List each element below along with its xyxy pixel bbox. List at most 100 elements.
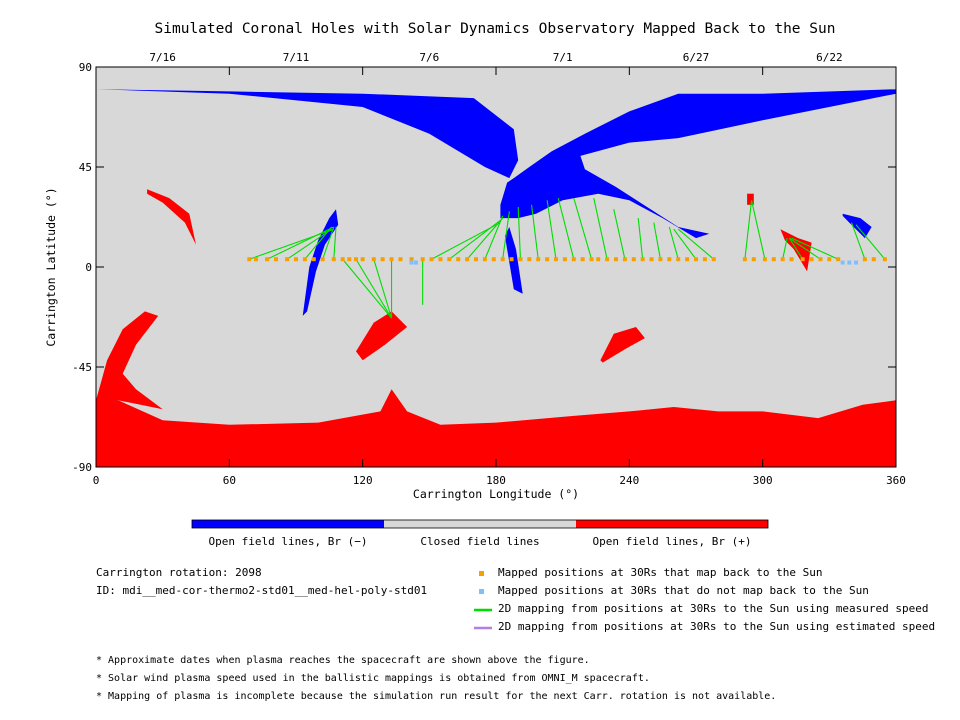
legend-item-label: 2D mapping from positions at 30Rs to the…: [498, 620, 936, 633]
measured-mapping-line: [266, 226, 335, 260]
measured-mapping-line: [637, 218, 644, 260]
mapped-point: [447, 257, 452, 262]
mapped-point: [398, 257, 403, 262]
measured-mapping-line: [613, 209, 626, 260]
x-tick-label: 300: [753, 474, 773, 487]
y-tick-label: 90: [79, 61, 92, 74]
footnote: * Solar wind plasma speed used in the ba…: [96, 673, 650, 684]
x-tick-label: 120: [353, 474, 373, 487]
mapped-point: [265, 257, 270, 262]
negative-coronal-hole-1: [302, 209, 339, 316]
measured-mapping-line: [673, 228, 697, 260]
mapped-point: [789, 257, 794, 262]
y-tick-label: 0: [85, 261, 92, 274]
mapped-point: [711, 257, 716, 262]
mapped-point: [871, 257, 876, 262]
unmapped-point: [840, 260, 845, 265]
unmapped-point: [847, 260, 852, 265]
mapped-point: [429, 257, 434, 262]
date-label: 6/27: [683, 51, 710, 64]
mapped-point: [827, 257, 832, 262]
legend-item-label: 2D mapping from positions at 30Rs to the…: [498, 602, 929, 615]
positive-coronal-hole-2: [356, 311, 408, 361]
mapped-point: [800, 257, 805, 262]
mapped-point: [836, 257, 841, 262]
mapped-point: [438, 257, 443, 262]
mapped-point: [771, 257, 776, 262]
x-tick-label: 60: [223, 474, 236, 487]
measured-mapping-line: [333, 226, 337, 260]
mapped-point: [694, 257, 698, 262]
mapped-point: [762, 257, 767, 262]
mapped-point: [596, 257, 601, 262]
footnote: * Approximate dates when plasma reaches …: [96, 655, 590, 666]
legend-marker-square: [479, 571, 484, 576]
footnote: * Mapping of plasma is incomplete becaus…: [96, 691, 777, 702]
date-label: 7/6: [419, 51, 439, 64]
measured-mapping-line: [744, 200, 753, 260]
measured-mapping-line: [573, 197, 593, 260]
mapped-point: [631, 257, 636, 262]
x-tick-label: 0: [93, 474, 100, 487]
measured-mapping-line: [517, 206, 521, 260]
legend-item-label: Mapped positions at 30Rs that do not map…: [498, 584, 869, 597]
mapped-point: [589, 257, 594, 262]
mapped-point: [571, 257, 576, 262]
mapped-point: [640, 257, 645, 262]
mapped-point: [685, 257, 690, 262]
colorbar-label: Open field lines, Br (−): [209, 535, 368, 548]
unmapped-point: [409, 260, 414, 265]
y-tick-label: 45: [79, 161, 92, 174]
mapped-point: [614, 257, 618, 262]
mapped-point: [482, 257, 487, 262]
mapped-point: [320, 257, 325, 262]
mapped-point: [311, 257, 316, 262]
mapped-point: [274, 257, 278, 262]
measured-mapping-line: [484, 215, 504, 260]
date-label: 7/11: [283, 51, 310, 64]
mapped-point: [818, 257, 823, 262]
mapped-point: [500, 257, 505, 262]
measured-mapping-line: [557, 197, 575, 260]
mapped-point: [562, 257, 567, 262]
mapped-point: [409, 257, 414, 262]
mapped-point: [465, 257, 470, 262]
x-tick-label: 360: [886, 474, 906, 487]
measured-mapping-line: [855, 224, 886, 260]
measured-mapping-line: [286, 228, 332, 260]
id-info: ID: mdi__med-cor-thermo2-std01__med-hel-…: [96, 584, 428, 597]
colorbar-label: Closed field lines: [420, 535, 539, 548]
date-label: 7/1: [553, 51, 573, 64]
measured-mapping-line: [788, 237, 804, 260]
mapped-point: [702, 257, 707, 262]
mapped-point: [605, 257, 610, 262]
north-polar-coronal-hole: [96, 67, 896, 239]
mapped-point: [536, 257, 541, 262]
measured-mapping-line: [677, 228, 715, 260]
colorbar-frame: [191, 519, 769, 529]
measured-mapping-line: [342, 258, 392, 319]
measured-mapping-line: [531, 204, 539, 260]
mapped-point: [360, 257, 365, 262]
colorbar-segment: [576, 520, 768, 528]
mapped-point: [509, 257, 514, 262]
date-label: 6/22: [816, 51, 843, 64]
measured-mapping-line: [791, 237, 839, 260]
measured-mapping-line: [466, 217, 504, 260]
colorbar-segment: [384, 520, 576, 528]
chart-title: Simulated Coronal Holes with Solar Dynam…: [154, 21, 836, 37]
x-tick-label: 180: [486, 474, 506, 487]
mapped-point: [518, 257, 523, 262]
north-polar-coronal-hole-west: [96, 67, 519, 179]
measured-mapping-line: [851, 222, 866, 260]
mapped-point: [491, 257, 496, 262]
measured-mapping-line: [373, 259, 393, 319]
positive-coronal-hole-5: [747, 193, 754, 205]
mapped-point: [667, 257, 672, 262]
mapped-point: [676, 257, 681, 262]
measured-mapping-line: [355, 258, 393, 319]
y-tick-label: -45: [72, 361, 92, 374]
rotation-info: Carrington rotation: 2098: [96, 566, 262, 579]
mapped-point: [420, 257, 425, 262]
